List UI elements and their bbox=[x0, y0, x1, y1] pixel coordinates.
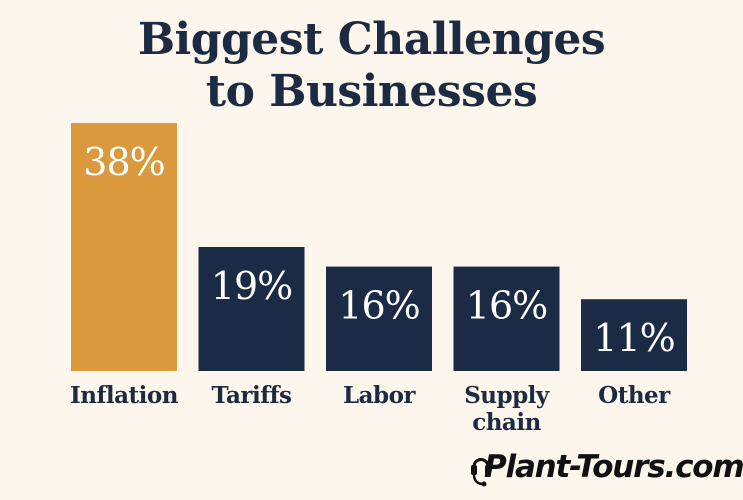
bar-other bbox=[581, 299, 687, 371]
data-label: 19% bbox=[211, 264, 292, 308]
brand-text: Plant-Tours.com bbox=[484, 449, 743, 485]
chart-title-line-1: Biggest Challenges bbox=[137, 14, 606, 65]
bar-tariffs bbox=[198, 247, 305, 371]
category-label: Other bbox=[598, 382, 671, 409]
category-label-line: Other bbox=[598, 382, 671, 409]
bar-supply-chain bbox=[453, 266, 560, 371]
brand-logo: Plant-Tours.com bbox=[470, 447, 743, 491]
headset-icon bbox=[471, 458, 491, 487]
bar-inflation bbox=[71, 123, 177, 371]
category-label-line: Inflation bbox=[70, 382, 179, 409]
chart-title-line-2: to Businesses bbox=[205, 66, 538, 117]
data-label: 38% bbox=[83, 140, 164, 184]
data-label: 16% bbox=[338, 284, 419, 328]
category-label: Supply chain bbox=[464, 382, 550, 436]
category-label: Tariffs bbox=[212, 382, 292, 409]
bar-labor bbox=[326, 266, 432, 371]
category-label-line: chain bbox=[472, 409, 541, 436]
category-label-line: Labor bbox=[343, 382, 416, 409]
chart-title: Biggest Challenges to Businesses bbox=[0, 14, 743, 118]
category-label: Inflation bbox=[70, 382, 179, 409]
data-label: 11% bbox=[593, 316, 674, 360]
category-label-line: Supply bbox=[464, 382, 550, 409]
data-label: 16% bbox=[466, 284, 547, 328]
category-label: Labor bbox=[343, 382, 416, 409]
category-label-line: Tariffs bbox=[212, 382, 292, 409]
